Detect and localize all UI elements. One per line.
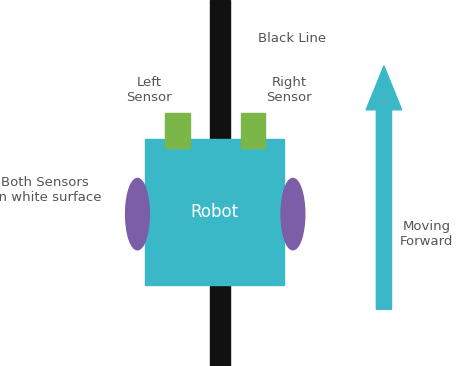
- Bar: [145, 139, 284, 285]
- Bar: [165, 113, 190, 148]
- Ellipse shape: [126, 179, 149, 250]
- Text: Robot: Robot: [191, 203, 238, 221]
- Text: Both Sensors
On white surface: Both Sensors On white surface: [0, 176, 102, 204]
- Bar: [241, 113, 265, 148]
- Ellipse shape: [281, 179, 305, 250]
- Text: Black Line: Black Line: [258, 32, 327, 45]
- Text: Right
Sensor: Right Sensor: [266, 76, 312, 104]
- Bar: [210, 0, 230, 366]
- Text: Moving
Forward: Moving Forward: [400, 220, 453, 248]
- Text: Left
Sensor: Left Sensor: [127, 76, 172, 104]
- FancyArrow shape: [366, 66, 402, 309]
